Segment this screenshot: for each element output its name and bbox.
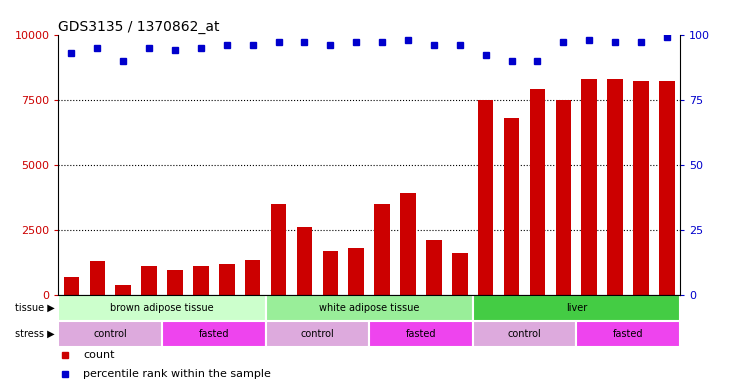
Text: tissue ▶: tissue ▶ <box>15 303 55 313</box>
Bar <box>265 295 473 321</box>
Bar <box>473 295 680 321</box>
Bar <box>270 204 287 295</box>
Bar <box>265 321 369 347</box>
Bar <box>478 100 493 295</box>
Bar <box>607 79 623 295</box>
Bar <box>504 118 519 295</box>
Bar <box>193 266 208 295</box>
Bar <box>115 285 131 295</box>
Bar <box>473 321 576 347</box>
Bar <box>452 253 468 295</box>
Text: liver: liver <box>566 303 587 313</box>
Bar <box>369 321 473 347</box>
Text: fasted: fasted <box>613 329 643 339</box>
Bar <box>374 204 390 295</box>
Bar <box>659 81 675 295</box>
Bar <box>581 79 597 295</box>
Bar <box>245 260 260 295</box>
Text: fasted: fasted <box>406 329 436 339</box>
Text: count: count <box>83 350 115 360</box>
Bar <box>633 81 648 295</box>
Bar <box>297 227 312 295</box>
Bar <box>576 321 680 347</box>
Text: fasted: fasted <box>199 329 229 339</box>
Bar <box>162 321 265 347</box>
Bar <box>58 321 162 347</box>
Bar <box>556 100 571 295</box>
Bar <box>349 248 364 295</box>
Text: control: control <box>507 329 542 339</box>
Bar <box>426 240 442 295</box>
Text: control: control <box>94 329 127 339</box>
Bar <box>530 89 545 295</box>
Bar <box>64 277 79 295</box>
Text: stress ▶: stress ▶ <box>15 329 55 339</box>
Bar <box>89 261 105 295</box>
Bar <box>219 264 235 295</box>
Text: GDS3135 / 1370862_at: GDS3135 / 1370862_at <box>58 20 220 33</box>
Bar <box>400 194 416 295</box>
Text: white adipose tissue: white adipose tissue <box>319 303 420 313</box>
Text: percentile rank within the sample: percentile rank within the sample <box>83 369 271 379</box>
Bar <box>58 295 265 321</box>
Text: brown adipose tissue: brown adipose tissue <box>110 303 214 313</box>
Bar <box>322 251 338 295</box>
Bar <box>141 266 157 295</box>
Bar <box>167 270 183 295</box>
Text: control: control <box>300 329 334 339</box>
